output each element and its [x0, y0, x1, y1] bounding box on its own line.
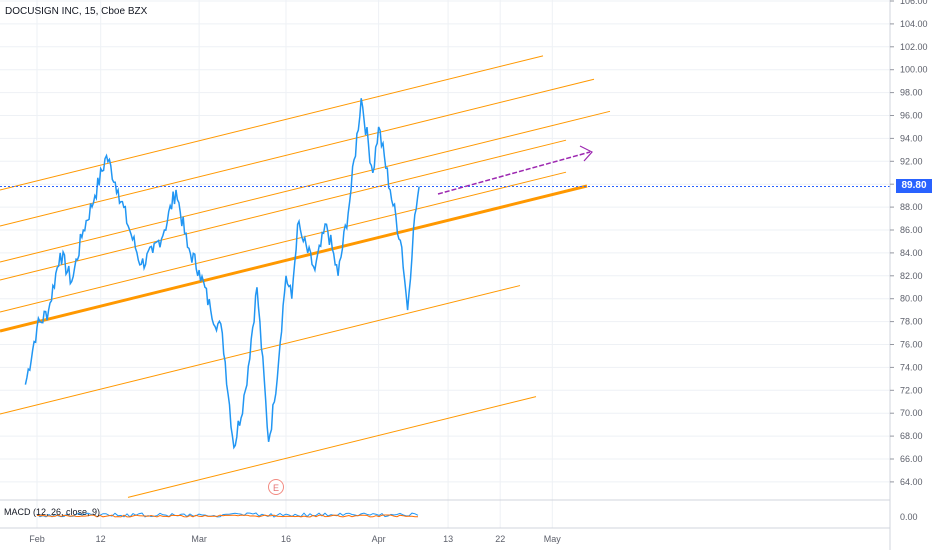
- y-tick-label: 92.00: [900, 156, 923, 166]
- macd-legend: MACD (12, 26, close, 9): [4, 507, 101, 517]
- pitchfork-channel-line[interactable]: [0, 171, 567, 313]
- y-tick-label: 96.00: [900, 111, 923, 121]
- x-tick-label: Mar: [191, 534, 207, 544]
- y-tick-label: 70.00: [900, 408, 923, 418]
- y-tick-label: 86.00: [900, 225, 923, 235]
- pitchfork-median-line[interactable]: [0, 184, 588, 333]
- x-tick-label: 13: [443, 534, 453, 544]
- macd-line: [36, 512, 419, 518]
- projection-arrowhead[interactable]: [579, 145, 593, 162]
- x-tick-label: 22: [495, 534, 505, 544]
- y-tick-label: 74.00: [900, 362, 923, 372]
- projection-arrow[interactable]: [437, 145, 593, 195]
- earnings-badge[interactable]: E: [268, 479, 284, 495]
- y-tick-label: 104.00: [900, 19, 928, 29]
- y-tick-label: 72.00: [900, 385, 923, 395]
- pitchfork-channel-line[interactable]: [0, 139, 567, 281]
- price-axis[interactable]: 106.00 104.00 102.00 100.00 98.00 96.00 94.00 9…: [890, 0, 928, 487]
- pitchfork-channel-line[interactable]: [0, 285, 521, 415]
- y-tick-label: 76.00: [900, 340, 923, 350]
- grid-lines: [0, 0, 890, 528]
- macd-axis-value: 0.00: [900, 512, 918, 522]
- chart-title: DOCUSIGN INC, 15, Cboe BZX: [5, 6, 148, 17]
- y-tick-label: 78.00: [900, 317, 923, 327]
- pitchfork-channel-line[interactable]: [0, 78, 595, 227]
- macd-indicator: [36, 512, 419, 518]
- y-tick-label: 100.00: [900, 65, 928, 75]
- y-tick-label: 64.00: [900, 477, 923, 487]
- x-tick-label: 16: [281, 534, 291, 544]
- projection-arrow-shaft[interactable]: [437, 151, 591, 195]
- pitchfork-channel-line[interactable]: [0, 55, 544, 191]
- y-tick-label: 68.00: [900, 431, 923, 441]
- y-tick-label: 102.00: [900, 42, 928, 52]
- y-tick-label: 98.00: [900, 88, 923, 98]
- y-tick-label: 80.00: [900, 294, 923, 304]
- macd-signal-line: [36, 514, 419, 518]
- x-tick-label: Apr: [372, 534, 386, 544]
- pitchfork-channel-line[interactable]: [127, 396, 537, 498]
- x-tick-label: Feb: [29, 534, 45, 544]
- y-tick-label: 66.00: [900, 454, 923, 464]
- last-price-tag: 89.80: [896, 179, 932, 193]
- time-axis[interactable]: Feb 12 Mar 16 Apr 13 22 May: [29, 534, 561, 544]
- price-series-line: [24, 98, 420, 450]
- y-tick-label: 84.00: [900, 248, 923, 258]
- y-tick-label: 88.00: [900, 202, 923, 212]
- pitchfork-channel[interactable]: [0, 55, 611, 498]
- y-tick-label: 106.00: [900, 0, 928, 6]
- y-tick-label: 94.00: [900, 133, 923, 143]
- y-tick-label: 82.00: [900, 271, 923, 281]
- x-tick-label: May: [544, 534, 562, 544]
- x-tick-label: 12: [96, 534, 106, 544]
